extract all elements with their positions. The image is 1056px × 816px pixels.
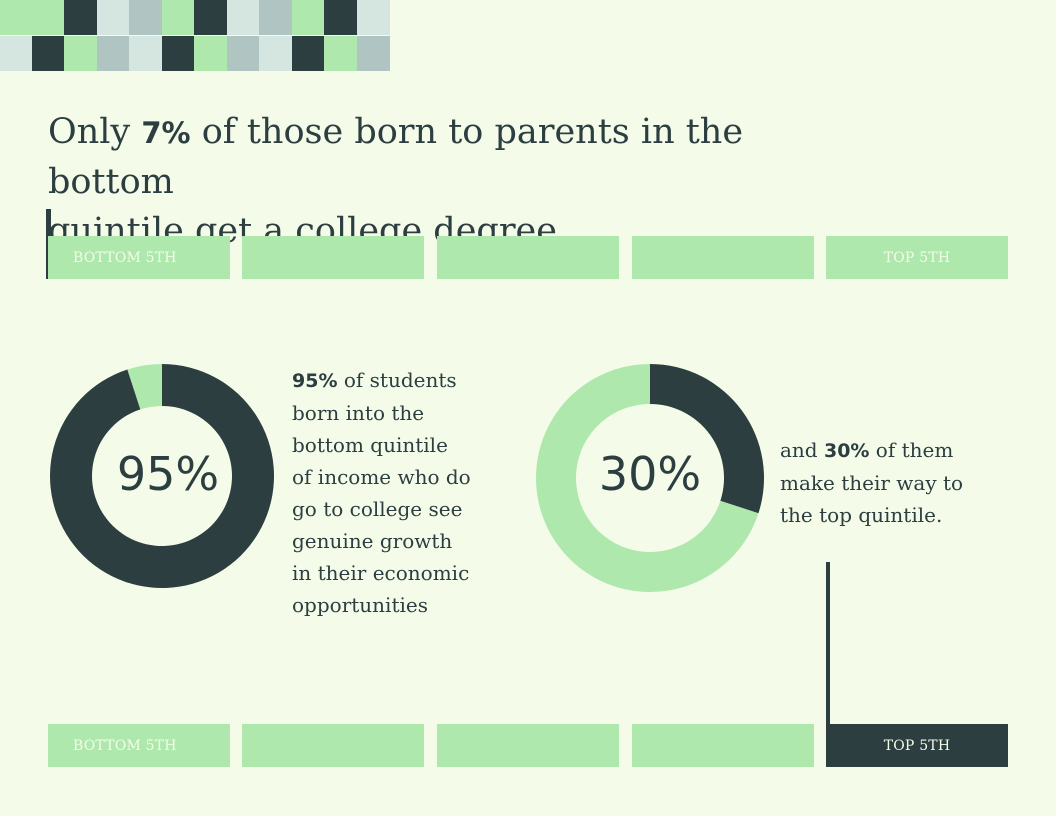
mosaic-tile (31, 36, 65, 71)
right-line-1: make their way to (780, 471, 964, 495)
mosaic-tile (64, 36, 97, 71)
left-line-2: bottom quintile (292, 433, 448, 457)
mosaic-tile (226, 0, 260, 35)
mosaic-tile (129, 0, 162, 35)
mosaic-tile (129, 36, 162, 71)
left-line-6: in their economic (292, 561, 470, 585)
bottom-quintile-5: TOP 5TH (826, 724, 1008, 767)
bottom-quintile-4 (632, 724, 814, 767)
right-line-0: of them (869, 438, 954, 462)
right-description: and 30% of them make their way to the to… (780, 434, 1020, 531)
top-quintile-5: TOP 5TH (826, 236, 1008, 279)
mosaic-tile (291, 36, 325, 71)
right-prefix: and (780, 438, 824, 462)
top-quintile-4 (632, 236, 814, 279)
mosaic-tile (356, 0, 390, 35)
donut-segment-value (650, 364, 764, 514)
left-description: 95% of students born into the bottom qui… (292, 364, 512, 621)
bottom-quintile-2 (242, 724, 424, 767)
mosaic-tile (96, 0, 130, 35)
right-line-2: the top quintile. (780, 503, 943, 527)
donut-chart-95 (50, 364, 274, 588)
decorative-mosaic (0, 0, 390, 71)
left-line-4: go to college see (292, 497, 463, 521)
left-line-1: born into the (292, 401, 425, 425)
mosaic-tile (259, 36, 292, 71)
mosaic-tile (0, 0, 32, 35)
mosaic-tile (356, 36, 390, 71)
headline-prefix: Only (48, 112, 142, 152)
right-description-line-1: and 30% of them (780, 434, 1020, 467)
left-line-5: genuine growth (292, 529, 453, 553)
top-quintile-row: BOTTOM 5TH TOP 5TH (48, 236, 1008, 279)
top-quintile-2 (242, 236, 424, 279)
bottom-quintile-1: BOTTOM 5TH (48, 724, 230, 767)
headline-highlight: 7% (141, 116, 191, 150)
mosaic-tile (324, 36, 357, 71)
bottom-quintile-3 (437, 724, 619, 767)
donut-segment-value (50, 364, 274, 588)
mosaic-tile (291, 0, 325, 35)
mosaic-tile (31, 0, 65, 35)
mosaic-tile (259, 0, 292, 35)
mosaic-tile (161, 0, 195, 35)
mosaic-tile (226, 36, 260, 71)
mosaic-tile (96, 36, 130, 71)
top-quintile-marker (826, 562, 830, 724)
top-quintile-3 (437, 236, 619, 279)
mosaic-tile (161, 36, 195, 71)
donut-label-30: 30% (598, 447, 702, 501)
left-description-line-1: 95% of students (292, 364, 512, 397)
donut-segment-remainder (127, 364, 162, 410)
headline-rest: of those born to parents in the bottom (48, 112, 744, 202)
donut-chart-30 (536, 364, 764, 592)
mosaic-tile (194, 0, 227, 35)
mosaic-tile (0, 36, 32, 71)
donut-label-95: 95% (116, 447, 220, 501)
top-quintile-1: BOTTOM 5TH (48, 236, 230, 279)
headline: Only 7% of those born to parents in the … (48, 108, 868, 256)
donut-segment-remainder (536, 364, 759, 592)
mosaic-tile (64, 0, 97, 35)
mosaic-tile (324, 0, 357, 35)
left-line-7: opportunities (292, 593, 428, 617)
left-line-0: of students (337, 368, 457, 392)
left-highlight: 95% (292, 370, 338, 392)
right-highlight: 30% (823, 440, 870, 462)
bottom-quintile-row: BOTTOM 5TH TOP 5TH (48, 724, 1008, 767)
mosaic-tile (194, 36, 227, 71)
left-line-3: of income who do (292, 465, 471, 489)
